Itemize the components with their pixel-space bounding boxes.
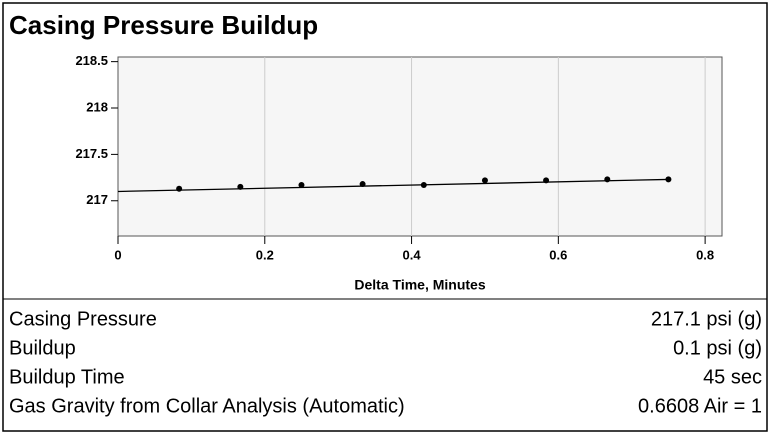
fit-line — [117, 178, 669, 193]
data-point — [665, 176, 672, 183]
y-tick-label: 218 — [86, 99, 108, 114]
row-label: Casing Pressure — [9, 308, 157, 330]
row-label: Buildup — [9, 337, 76, 359]
y-tick-label: 217.5 — [75, 146, 108, 161]
data-point — [543, 177, 550, 184]
data-point — [481, 177, 488, 184]
x-tick-label: 0 — [114, 247, 121, 262]
x-tick-label: 0.8 — [696, 247, 714, 262]
row-value: 217.1 psi (g) — [651, 308, 762, 330]
row-label: Buildup Time — [9, 366, 125, 388]
x-tick-label: 0.2 — [256, 247, 274, 262]
data-point — [420, 181, 427, 188]
data-point — [176, 185, 183, 192]
row-value: 45 sec — [703, 366, 762, 388]
x-axis-label: Delta Time, Minutes — [354, 277, 485, 293]
data-point — [604, 176, 611, 183]
plot-area — [117, 56, 723, 237]
x-tick-label: 0.6 — [549, 247, 567, 262]
data-point — [237, 183, 244, 190]
row-value: 0.6608 Air = 1 — [638, 395, 762, 417]
row-value: 0.1 psi (g) — [673, 337, 762, 359]
data-point — [298, 181, 305, 188]
x-tick-label: 0.4 — [403, 247, 422, 262]
y-tick-label: 218.5 — [75, 53, 108, 68]
row-label: Gas Gravity from Collar Analysis (Automa… — [9, 395, 405, 417]
y-tick-label: 217 — [86, 192, 108, 207]
data-point — [359, 181, 366, 188]
chart-title: Casing Pressure Buildup — [9, 10, 318, 40]
